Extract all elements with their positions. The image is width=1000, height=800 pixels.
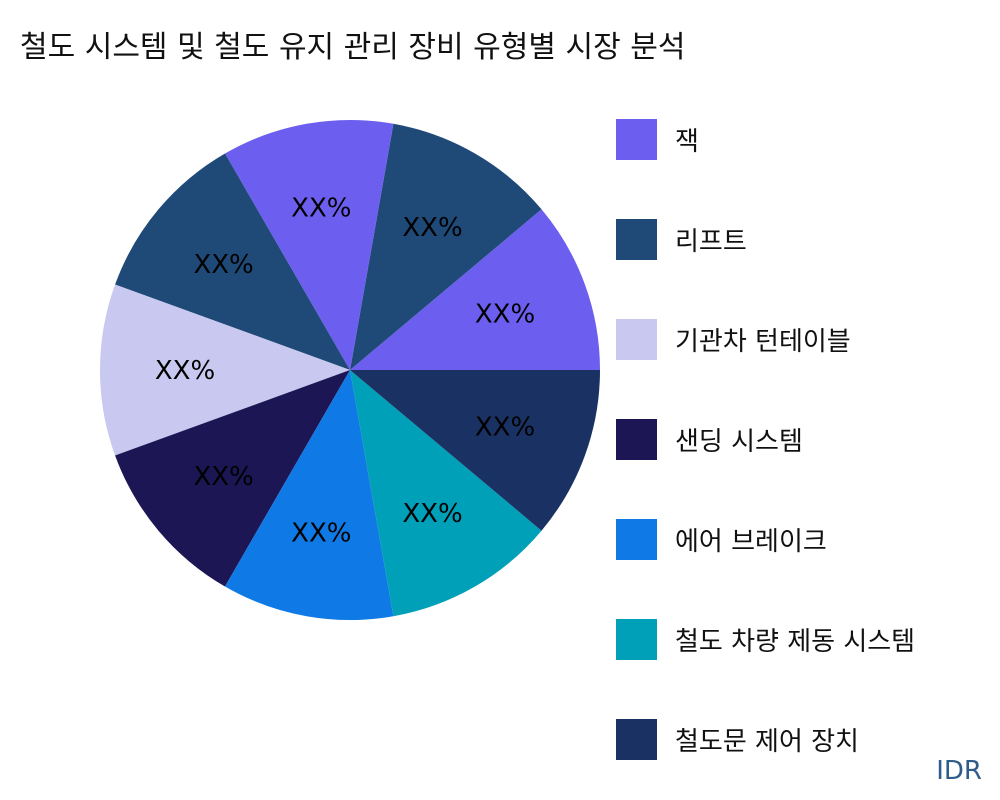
- legend-label: 잭: [675, 126, 699, 157]
- slice-label-7: XX%: [291, 518, 351, 548]
- slice-label-1: XX%: [475, 300, 535, 330]
- legend-item: 철도문 제어 장치: [616, 718, 859, 760]
- slice-label-4: XX%: [193, 250, 253, 280]
- legend-item: 철도 차량 제동 시스템: [616, 618, 915, 660]
- pie-slice-7: [225, 370, 394, 621]
- slice-label-9: XX%: [475, 412, 535, 442]
- pie-slice-6: [115, 370, 350, 587]
- slice-label-3: XX%: [291, 194, 351, 224]
- legend-item: 잭: [616, 118, 699, 160]
- pie-slice-1: [350, 209, 600, 370]
- legend-item: 에어 브레이크: [616, 518, 827, 560]
- legend-item: 기관차 턴테이블: [616, 318, 851, 360]
- legend-swatch: [616, 518, 657, 560]
- legend-label: 기관차 턴테이블: [675, 326, 851, 357]
- pie-slice-9: [350, 370, 600, 531]
- legend-swatch: [616, 418, 657, 460]
- legend-swatch: [616, 318, 657, 360]
- pie-slice-5: [99, 284, 350, 456]
- legend-item: 리프트: [616, 218, 747, 260]
- legend-label: 리프트: [675, 226, 747, 257]
- slice-label-5: XX%: [155, 356, 215, 386]
- legend-swatch: [616, 618, 657, 660]
- pie-slice-4: [115, 153, 350, 370]
- slice-label-6: XX%: [193, 462, 253, 492]
- legend-label: 철도문 제어 장치: [675, 726, 859, 757]
- slice-label-2: XX%: [402, 213, 462, 243]
- legend-label: 샌딩 시스템: [675, 426, 803, 457]
- legend-swatch: [616, 718, 657, 760]
- legend-item: 샌딩 시스템: [616, 418, 803, 460]
- legend-label: 철도 차량 제동 시스템: [675, 626, 916, 657]
- brand-watermark: IDR: [936, 756, 982, 786]
- pie-slice-3: [225, 120, 394, 371]
- pie-slice-2: [350, 123, 542, 370]
- chart-title: 철도 시스템 및 철도 유지 관리 장비 유형별 시장 분석: [20, 30, 686, 65]
- legend-swatch: [616, 118, 657, 160]
- legend-label: 에어 브레이크: [675, 526, 827, 557]
- pie-slice-8: [350, 370, 542, 617]
- slice-label-8: XX%: [402, 499, 462, 529]
- legend-swatch: [616, 218, 657, 260]
